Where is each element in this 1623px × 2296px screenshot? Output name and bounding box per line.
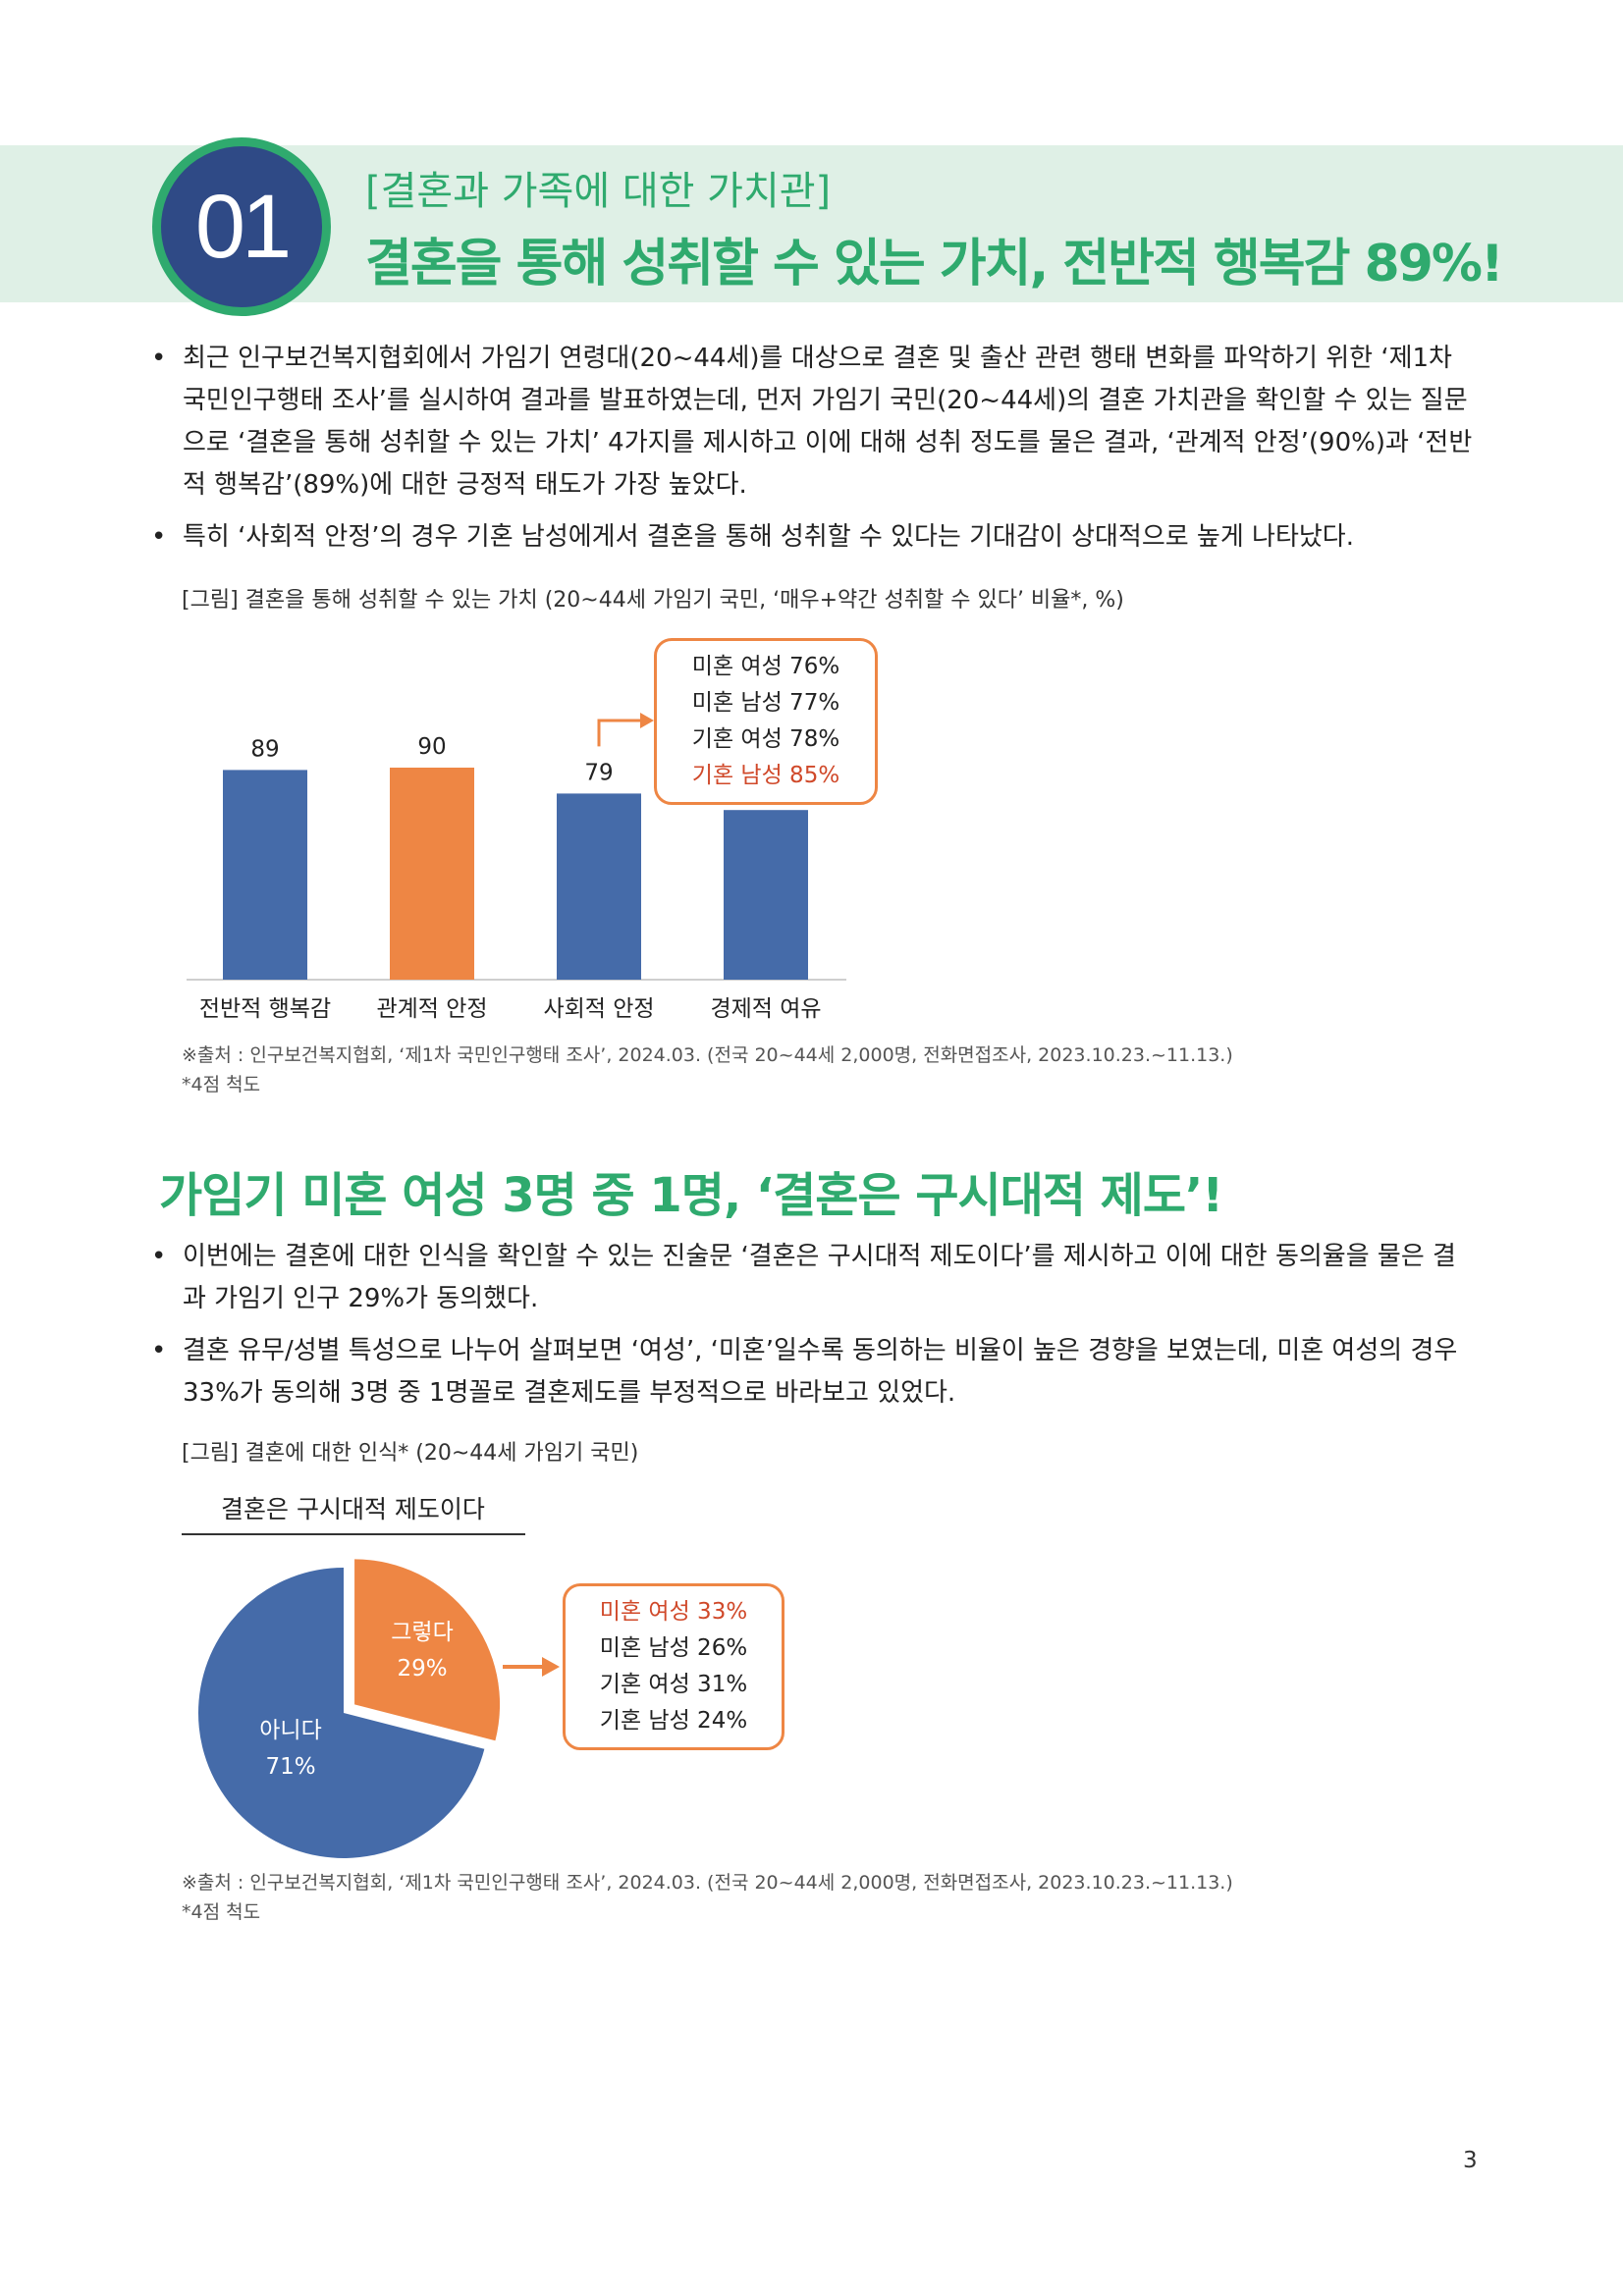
bar-callout-box: 미혼 여성 76% 미혼 남성 77% 기혼 여성 78% 기혼 남성 85% [654,638,878,805]
slice-label: 그렇다 [391,1620,453,1645]
callout-line-highlight: 미혼 여성 33% [599,1599,748,1625]
bullet-item: 최근 인구보건복지협회에서 가임기 연령대(20~44세)를 대상으로 결혼 및… [145,338,1476,507]
scale-note: *4점 척도 [182,1074,261,1095]
header-title: 결혼을 통해 성취할 수 있는 가치, 전반적 행복감 89%! [365,235,1504,294]
bullet-item: 이번에는 결혼에 대한 인식을 확인할 수 있는 진술문 ‘결혼은 구시대적 제… [145,1236,1476,1320]
callout-line: 미혼 남성 77% [691,690,840,716]
slice-label: 아니다 [259,1718,321,1743]
pie-slice-no [197,1568,485,1858]
source-text: ※출처 : 인구보건복지협회, ‘제1차 국민인구행태 조사’, 2024.03… [182,1872,1233,1894]
slice-value-label: 71% [265,1754,315,1780]
callout-arrow-head [640,713,654,728]
bar [724,810,808,980]
bar [223,770,307,980]
bar-value-label: 79 [584,760,613,785]
section2-bullet-list: 이번에는 결혼에 대한 인식을 확인할 수 있는 진술문 ‘결혼은 구시대적 제… [145,1236,1476,1424]
slice-value-label: 29% [397,1656,447,1682]
bar [390,768,474,980]
pie-slice-yes [354,1559,501,1741]
source-note: ※출처 : 인구보건복지협회, ‘제1차 국민인구행태 조사’, 2024.03… [182,1041,1233,1099]
callout-line: 기혼 여성 78% [691,726,840,752]
figure-caption: [그림] 결혼을 통해 성취할 수 있는 가치 (20~44세 가임기 국민, … [182,588,1124,613]
scale-note: *4점 척도 [182,1901,261,1923]
callout-line: 기혼 남성 24% [599,1708,748,1734]
category-label: 관계적 안정 [376,996,487,1022]
callout-line-highlight: 기혼 남성 85% [691,763,840,788]
bar [557,793,641,980]
callout-arrow-head [542,1657,560,1677]
section2-heading: 가임기 미혼 여성 3명 중 1명, ‘결혼은 구시대적 제도’! [159,1168,1223,1223]
callout-line: 미혼 여성 76% [691,654,840,679]
callout-line: 기혼 여성 31% [599,1672,748,1697]
callout-line: 미혼 남성 26% [599,1635,748,1661]
pie-chart: 그렇다 29% 아니다 71% [197,1559,560,1858]
category-label: 사회적 안정 [543,996,654,1022]
pie-callout-box: 미혼 여성 33% 미혼 남성 26% 기혼 여성 31% 기혼 남성 24% [563,1583,784,1750]
source-text: ※출처 : 인구보건복지협회, ‘제1차 국민인구행태 조사’, 2024.03… [182,1044,1233,1066]
category-label: 전반적 행복감 [199,996,331,1022]
category-label: 경제적 여유 [710,996,821,1022]
bar-value-label: 89 [250,736,279,762]
section-number-badge: 01 [152,137,331,316]
callout-connector-line [597,719,643,747]
pie-title-underline [182,1533,525,1535]
page-number: 3 [1463,2148,1478,2173]
bullet-item: 결혼 유무/성별 특성으로 나누어 살펴보면 ‘여성’, ‘미혼’일수록 동의하… [145,1330,1476,1415]
figure-caption: [그림] 결혼에 대한 인식* (20~44세 가임기 국민) [182,1441,639,1466]
bar-value-label: 90 [417,734,446,760]
bullet-item: 특히 ‘사회적 안정’의 경우 기혼 남성에게서 결혼을 통해 성취할 수 있다… [145,516,1476,559]
source-note: ※출처 : 인구보건복지협회, ‘제1차 국민인구행태 조사’, 2024.03… [182,1868,1233,1927]
section1-bullet-list: 최근 인구보건복지협회에서 가임기 연령대(20~44세)를 대상으로 결혼 및… [145,338,1476,568]
section-number: 01 [194,176,292,277]
pie-chart-title: 결혼은 구시대적 제도이다 [221,1495,485,1523]
header-subtitle: [결혼과 가족에 대한 가치관] [365,169,832,214]
